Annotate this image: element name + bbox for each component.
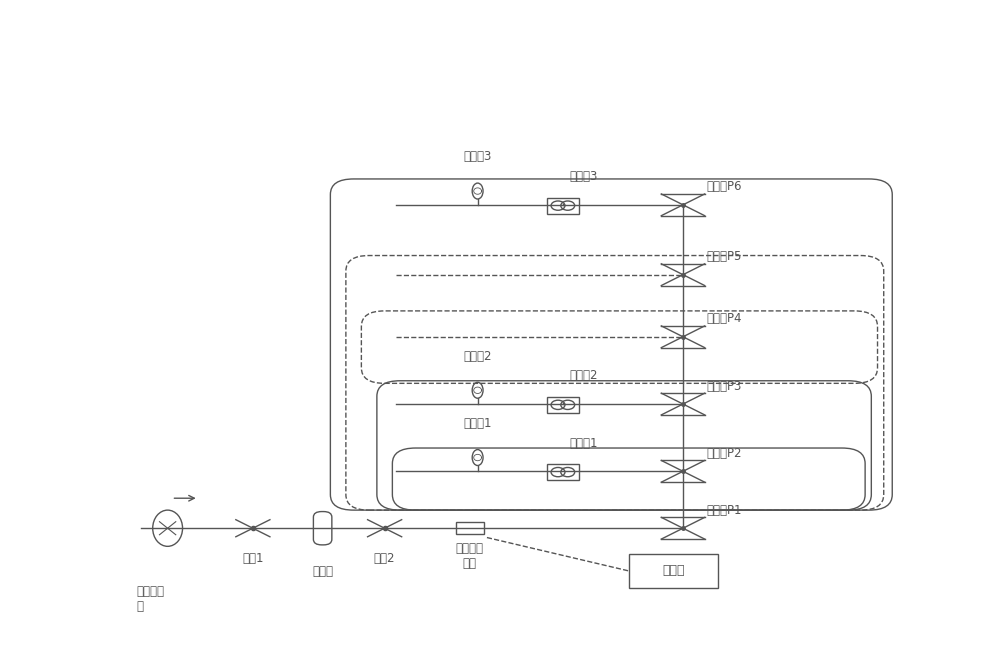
Bar (547, 397, 579, 413)
Text: 泄漏阀P5: 泄漏阀P5 (706, 250, 742, 263)
Text: 压力表1: 压力表1 (463, 417, 492, 430)
Text: 计算机: 计算机 (662, 564, 685, 577)
Text: 空气压缩
机: 空气压缩 机 (137, 585, 165, 613)
Text: 泄漏阀P3: 泄漏阀P3 (706, 380, 742, 392)
Text: 泄漏阀P4: 泄漏阀P4 (706, 312, 742, 325)
Text: 球阀2: 球阀2 (374, 552, 395, 565)
Text: 泄漏阀P2: 泄漏阀P2 (706, 447, 742, 460)
Text: 泄漏阀P1: 泄漏阀P1 (706, 504, 742, 517)
Text: 声发射传
感器: 声发射传 感器 (456, 542, 484, 570)
Bar (547, 464, 579, 480)
Bar (456, 522, 484, 534)
Bar (629, 554, 718, 588)
Bar (547, 198, 579, 214)
Text: 缓冲罐: 缓冲罐 (312, 564, 333, 578)
Text: 压力表2: 压力表2 (463, 349, 492, 363)
Text: 球阀1: 球阀1 (242, 552, 264, 565)
Text: 压力表3: 压力表3 (463, 151, 492, 163)
Text: 流量计3: 流量计3 (569, 170, 597, 183)
Text: 泄漏阀P6: 泄漏阀P6 (706, 181, 742, 194)
Text: 流量计1: 流量计1 (569, 437, 598, 450)
Text: 流量计2: 流量计2 (569, 370, 598, 382)
